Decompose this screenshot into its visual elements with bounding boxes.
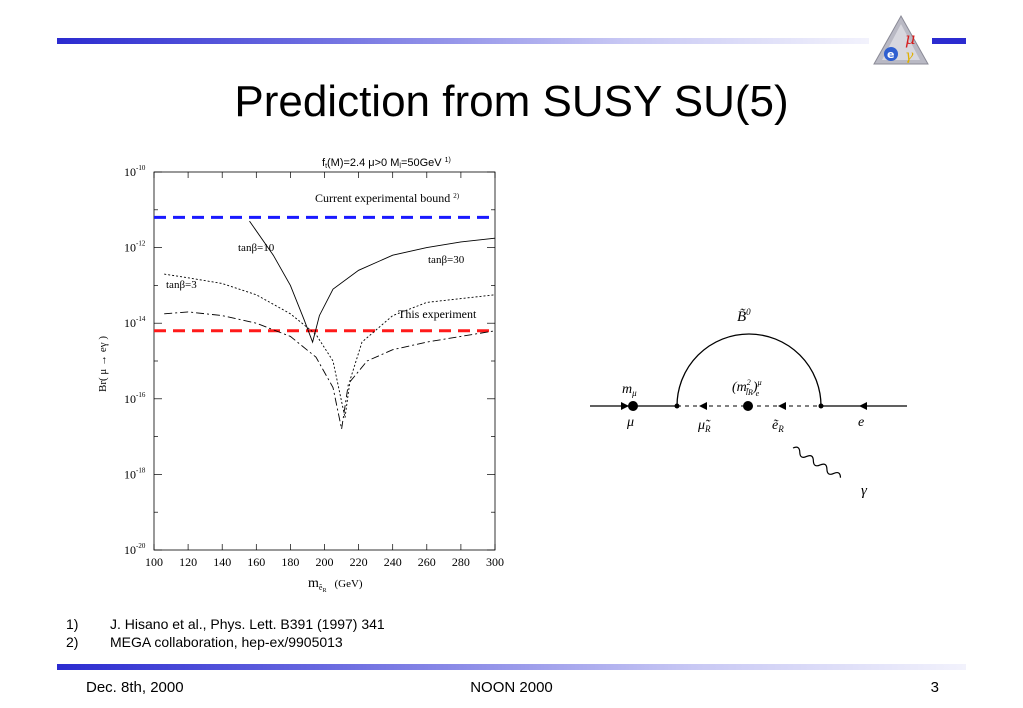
y-tick-label: 10-12 (124, 240, 146, 255)
curve-label-tanb30: tanβ=30 (428, 254, 465, 266)
feynman-diagram: mμ μ μ̃R ẽR e B̃0 (m2 l̃R)μ e γ (590, 307, 907, 499)
x-tick-label: 160 (247, 555, 265, 569)
x-tick-label: 280 (452, 555, 470, 569)
x-tick-label: 120 (179, 555, 197, 569)
vertex-right (818, 403, 824, 409)
photon-line (792, 446, 842, 478)
meg-logo: μ e γ (873, 14, 929, 65)
series-line (164, 273, 496, 418)
logo-gamma: γ (905, 48, 914, 64)
x-tick-label: 140 (213, 555, 231, 569)
label-m-mu: mμ (622, 382, 637, 398)
y-tick-labels: 10-10 10-12 10-14 10-16 10-18 10-20 (124, 164, 146, 557)
curve-label-tanb3: tanβ=3 (166, 279, 197, 291)
label-mass-insertion: (m2 l̃R)μ e (732, 378, 762, 398)
footer-event: NOON 2000 (470, 679, 553, 696)
y-tick-label: 10-14 (124, 315, 146, 330)
y-tick-label: 10-20 (124, 542, 146, 557)
x-tick-label: 180 (281, 555, 299, 569)
x-tick-label: 260 (418, 555, 436, 569)
label-smuon: μ̃R (697, 418, 711, 434)
x-tick-label: 200 (316, 555, 334, 569)
reference-text: MEGA collaboration, hep-ex/9905013 (110, 634, 343, 650)
y-tick-label: 10-16 (124, 391, 146, 406)
footer-rule (57, 664, 966, 670)
reference-1: 1) J. Hisano et al., Phys. Lett. B391 (1… (66, 615, 385, 633)
reference-text: J. Hisano et al., Phys. Lett. B391 (1997… (110, 616, 385, 632)
arrow-electron (859, 402, 867, 410)
arrow-selectron (778, 402, 786, 410)
mass-insertion-vertex (743, 401, 753, 411)
label-gamma: γ (861, 483, 868, 499)
br-chart: ft(M)=2.4 μ>0 Ml=50GeV 1) 100 120 140 160 180… (97, 157, 504, 594)
label-electron: e (858, 415, 864, 430)
plot-frame (153, 171, 496, 551)
references: 1) J. Hisano et al., Phys. Lett. B391 (1… (66, 615, 385, 651)
x-tick-labels: 100 120 140 160 180 200 220 240 260 280 300 (145, 555, 504, 569)
y-tick-label: 10-10 (124, 164, 146, 179)
arrow-smuon (699, 402, 707, 410)
y-tick-label: 10-18 (124, 466, 146, 481)
logo-mu: μ (905, 29, 915, 48)
slide-title: Prediction from SUSY SU(5) (234, 77, 789, 126)
header-rule-right (932, 38, 966, 44)
logo-e: e (887, 48, 894, 61)
vertex-left (674, 403, 680, 409)
curve-label-tanb10: tanβ=10 (238, 242, 275, 254)
x-tick-label: 100 (145, 555, 163, 569)
x-tick-label: 240 (384, 555, 402, 569)
axis-ticks (153, 171, 496, 551)
arrow-muon (621, 402, 629, 410)
label-selectron: ẽR (772, 418, 784, 434)
bound-label-current: Current experimental bound 2) (315, 191, 460, 205)
label-mu: μ (626, 415, 634, 430)
series-line (164, 311, 496, 430)
x-tick-label: 300 (486, 555, 504, 569)
x-axis-label: mẽR(GeV) (308, 576, 363, 594)
reference-number: 2) (66, 634, 79, 650)
reference-number: 1) (66, 616, 79, 632)
bound-label-this: This experiment (398, 307, 477, 321)
chart-title: ft(M)=2.4 μ>0 Ml=50GeV 1) (322, 157, 451, 170)
x-tick-label: 220 (350, 555, 368, 569)
header-rule (57, 38, 869, 44)
page-number: 3 (930, 679, 939, 696)
label-bino: B̃0 (737, 307, 751, 325)
reference-2: 2) MEGA collaboration, hep-ex/9905013 (66, 633, 385, 651)
footer-date: Dec. 8th, 2000 (86, 679, 184, 696)
y-axis-label: Br( μ → eγ ) (97, 336, 109, 392)
bino-arc (676, 333, 822, 407)
muon-mass-vertex (628, 401, 638, 411)
series-lines (164, 220, 496, 430)
series-line (249, 220, 496, 344)
